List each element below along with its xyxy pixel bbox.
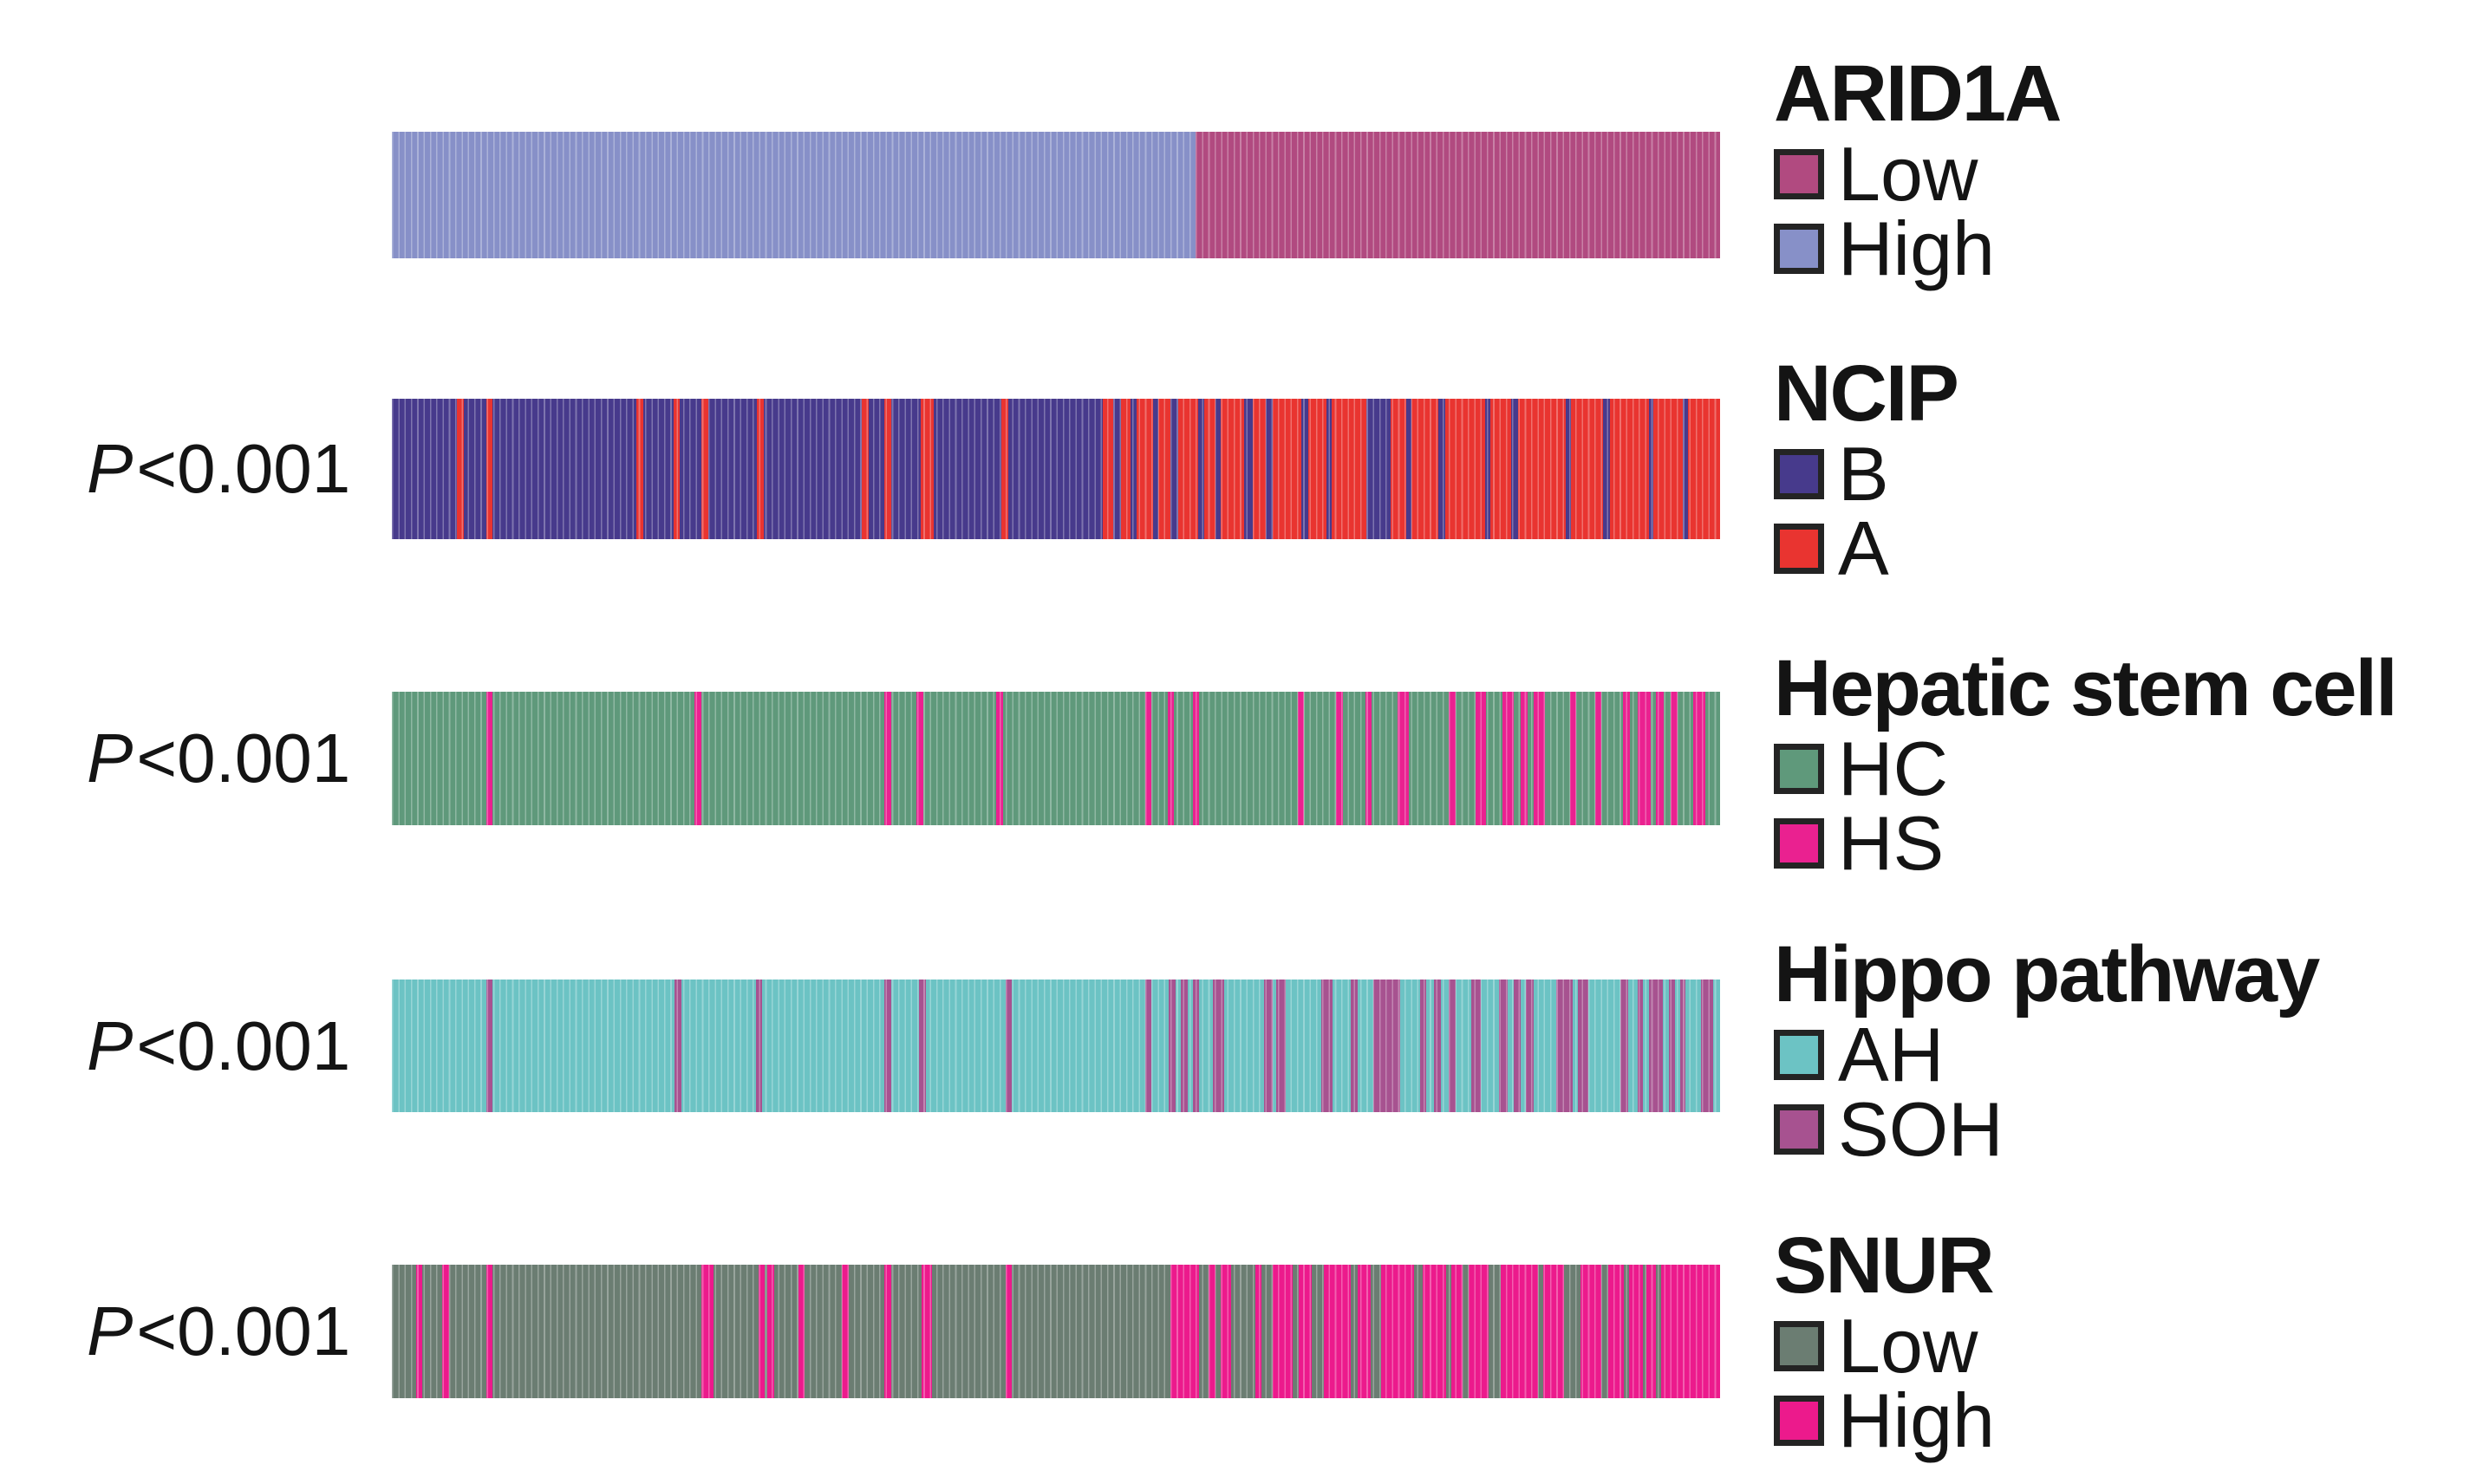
high-color-swatch bbox=[1774, 1396, 1824, 1446]
legend-item-high: High bbox=[1774, 211, 2476, 287]
hc-color-swatch bbox=[1774, 744, 1824, 794]
legend-item-low: Low bbox=[1774, 1308, 2476, 1384]
soh-color-swatch bbox=[1774, 1104, 1824, 1155]
arid1a-legend: ARID1A Low High bbox=[1774, 49, 2476, 287]
legend-label: B bbox=[1838, 431, 1889, 517]
p-symbol: P bbox=[87, 719, 134, 797]
legend-item-hs: HS bbox=[1774, 805, 2476, 882]
legend-item-high: High bbox=[1774, 1383, 2476, 1459]
legend-label: HS bbox=[1838, 800, 1945, 886]
legend-item-ah: AH bbox=[1774, 1017, 2476, 1093]
ncip-sample-bar bbox=[392, 399, 1720, 539]
legend-item-b: B bbox=[1774, 436, 2476, 512]
ncip-legend: NCIP B A bbox=[1774, 349, 2476, 587]
p-symbol: P bbox=[87, 430, 134, 507]
legend-title: SNUR bbox=[1774, 1221, 1995, 1310]
legend-label: SOH bbox=[1838, 1086, 2004, 1172]
legend-label: HC bbox=[1838, 726, 1949, 811]
high-color-swatch bbox=[1774, 224, 1824, 274]
p-value-text: <0.001 bbox=[136, 1292, 351, 1370]
hippo-pathway-legend: Hippo pathway AH SOH bbox=[1774, 930, 2476, 1168]
a-color-swatch bbox=[1774, 524, 1824, 574]
hepatic-stem-cell-legend: Hepatic stem cell HC HS bbox=[1774, 644, 2476, 882]
snur-sample-bar bbox=[392, 1265, 1720, 1398]
hepatic-stem-cell-sample-bar bbox=[392, 692, 1720, 825]
legend-item-a: A bbox=[1774, 511, 2476, 587]
snur-legend: SNUR Low High bbox=[1774, 1221, 2476, 1459]
legend-label: AH bbox=[1838, 1012, 1945, 1097]
low-color-swatch bbox=[1774, 1321, 1824, 1371]
legend-label: Low bbox=[1838, 131, 1978, 217]
legend-label: A bbox=[1838, 505, 1889, 591]
legend-label: High bbox=[1838, 205, 1995, 291]
legend-label: High bbox=[1838, 1377, 1995, 1463]
legend-item-soh: SOH bbox=[1774, 1091, 2476, 1168]
low-color-swatch bbox=[1774, 149, 1824, 199]
hippo-pathway-sample-bar bbox=[392, 980, 1720, 1112]
legend-label: Low bbox=[1838, 1303, 1978, 1389]
legend-title: Hepatic stem cell bbox=[1774, 644, 2398, 732]
legend-item-low: Low bbox=[1774, 136, 2476, 212]
p-value-label: P <0.001 bbox=[87, 399, 386, 539]
p-value-label: P <0.001 bbox=[87, 980, 386, 1112]
legend-title: NCIP bbox=[1774, 349, 1959, 438]
ah-color-swatch bbox=[1774, 1030, 1824, 1080]
hs-color-swatch bbox=[1774, 818, 1824, 869]
legend-title: ARID1A bbox=[1774, 49, 2062, 138]
p-value-label: P <0.001 bbox=[87, 692, 386, 825]
p-symbol: P bbox=[87, 1292, 134, 1370]
p-symbol: P bbox=[87, 1006, 134, 1084]
p-value-text: <0.001 bbox=[136, 719, 351, 797]
arid1a-sample-bar bbox=[392, 132, 1720, 258]
legend-item-hc: HC bbox=[1774, 731, 2476, 807]
p-value-label: P <0.001 bbox=[87, 1265, 386, 1398]
p-value-text: <0.001 bbox=[136, 1006, 351, 1084]
legend-title: Hippo pathway bbox=[1774, 930, 2320, 1019]
b-color-swatch bbox=[1774, 449, 1824, 499]
p-value-text: <0.001 bbox=[136, 430, 351, 507]
